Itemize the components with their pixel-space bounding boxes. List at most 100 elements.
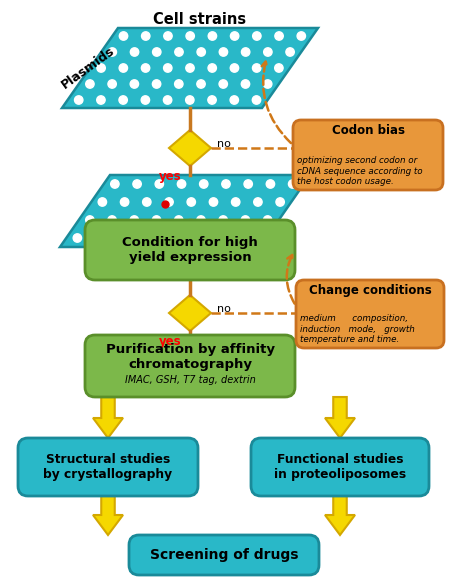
Circle shape: [130, 48, 139, 56]
Circle shape: [74, 96, 83, 104]
Circle shape: [254, 198, 262, 206]
Circle shape: [98, 198, 107, 206]
Circle shape: [263, 80, 272, 88]
Text: optimizing second codon or
cDNA sequence according to
the host codon usage.: optimizing second codon or cDNA sequence…: [297, 156, 423, 186]
Circle shape: [219, 80, 227, 88]
FancyBboxPatch shape: [129, 535, 319, 575]
Circle shape: [130, 80, 138, 88]
Text: no: no: [217, 304, 231, 314]
Circle shape: [219, 48, 227, 56]
Circle shape: [208, 96, 216, 104]
Circle shape: [208, 64, 217, 72]
Circle shape: [232, 198, 240, 206]
Text: no: no: [217, 139, 231, 149]
Circle shape: [118, 234, 126, 242]
Text: Change conditions: Change conditions: [309, 284, 431, 297]
Circle shape: [143, 198, 151, 206]
Polygon shape: [325, 397, 355, 438]
Text: Functional studies
in proteoliposomes: Functional studies in proteoliposomes: [274, 453, 406, 481]
Circle shape: [86, 216, 94, 224]
Circle shape: [73, 234, 82, 242]
Circle shape: [197, 216, 205, 224]
Circle shape: [184, 234, 192, 242]
Circle shape: [231, 32, 239, 40]
Circle shape: [97, 64, 105, 72]
Circle shape: [186, 96, 194, 104]
Circle shape: [119, 96, 128, 104]
Circle shape: [222, 180, 230, 188]
Circle shape: [119, 64, 128, 72]
Circle shape: [175, 48, 183, 56]
Circle shape: [263, 216, 272, 224]
Circle shape: [197, 48, 205, 56]
Circle shape: [219, 216, 227, 224]
Circle shape: [187, 198, 196, 206]
Polygon shape: [93, 496, 123, 535]
Circle shape: [197, 80, 205, 88]
Circle shape: [163, 64, 172, 72]
Circle shape: [275, 32, 283, 40]
Polygon shape: [169, 295, 211, 331]
Circle shape: [165, 198, 173, 206]
Text: yes: yes: [159, 170, 182, 183]
Circle shape: [186, 64, 194, 72]
Circle shape: [241, 80, 250, 88]
Circle shape: [266, 180, 275, 188]
Circle shape: [178, 180, 186, 188]
Circle shape: [95, 234, 104, 242]
Circle shape: [276, 198, 284, 206]
Circle shape: [163, 96, 172, 104]
Circle shape: [153, 48, 161, 56]
Polygon shape: [169, 130, 211, 166]
Polygon shape: [93, 397, 123, 438]
Circle shape: [252, 32, 261, 40]
Circle shape: [142, 32, 150, 40]
FancyBboxPatch shape: [251, 438, 429, 496]
Circle shape: [119, 32, 128, 40]
Circle shape: [86, 80, 94, 88]
Polygon shape: [60, 175, 310, 247]
Circle shape: [297, 32, 306, 40]
Circle shape: [200, 180, 208, 188]
Text: medium      composition,
induction   mode,   growth
temperature and time.: medium composition, induction mode, grow…: [300, 314, 415, 344]
Circle shape: [153, 80, 161, 88]
Circle shape: [133, 180, 141, 188]
Circle shape: [288, 180, 297, 188]
Circle shape: [230, 96, 238, 104]
Circle shape: [241, 216, 250, 224]
Circle shape: [208, 32, 217, 40]
Circle shape: [155, 180, 163, 188]
Circle shape: [141, 96, 149, 104]
Circle shape: [164, 32, 172, 40]
Circle shape: [286, 48, 294, 56]
Text: Purification by affinity
chromatography: Purification by affinity chromatography: [105, 343, 275, 371]
Circle shape: [251, 234, 259, 242]
Circle shape: [242, 48, 250, 56]
Circle shape: [130, 216, 138, 224]
Circle shape: [108, 216, 116, 224]
Circle shape: [153, 216, 161, 224]
FancyBboxPatch shape: [296, 280, 444, 348]
Circle shape: [120, 198, 129, 206]
Circle shape: [186, 32, 194, 40]
Circle shape: [175, 80, 183, 88]
Circle shape: [162, 234, 170, 242]
Circle shape: [244, 180, 252, 188]
Text: Cell strains: Cell strains: [153, 12, 247, 27]
Text: Structural studies
by crystallography: Structural studies by crystallography: [44, 453, 173, 481]
Circle shape: [141, 64, 150, 72]
Text: yes: yes: [159, 335, 182, 348]
Text: Plasmids: Plasmids: [59, 44, 117, 92]
Circle shape: [275, 64, 283, 72]
Circle shape: [209, 198, 217, 206]
Circle shape: [252, 64, 261, 72]
FancyBboxPatch shape: [85, 335, 295, 397]
Circle shape: [111, 180, 119, 188]
Text: Screening of drugs: Screening of drugs: [150, 548, 298, 562]
Circle shape: [230, 64, 239, 72]
Text: Condition for high
yield expression: Condition for high yield expression: [122, 236, 258, 264]
Circle shape: [174, 216, 183, 224]
Circle shape: [207, 234, 215, 242]
Polygon shape: [325, 496, 355, 535]
Circle shape: [229, 234, 237, 242]
